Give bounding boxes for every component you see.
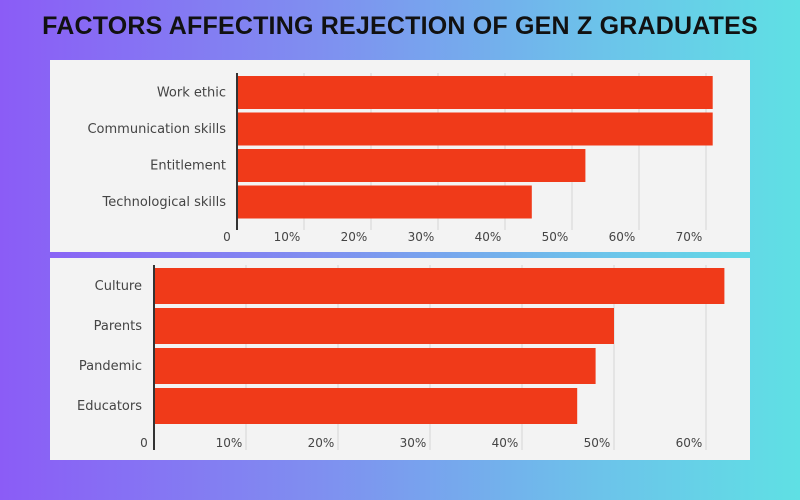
- category-label: Technological skills: [101, 195, 226, 210]
- x-tick-label: 10%: [216, 436, 243, 450]
- chart-title: FACTORS AFFECTING REJECTION OF GEN Z GRA…: [42, 12, 758, 40]
- category-label: Culture: [95, 279, 142, 294]
- x-tick-label: 60%: [609, 230, 636, 244]
- x-tick-label: 60%: [676, 436, 703, 450]
- bar-parents: [154, 308, 614, 344]
- chart-skills: Work ethic Communication skills Entitlemen…: [87, 73, 713, 244]
- bar-culture: [154, 268, 725, 304]
- x-tick-label: 70%: [676, 230, 703, 244]
- x-tick-label: 0: [140, 436, 148, 450]
- bar-technological-skills: [237, 185, 532, 219]
- x-tick-label: 0: [223, 230, 231, 244]
- chart-panel-external: Culture Parents Pandemic Educators 0 10% 20% 30…: [50, 258, 750, 460]
- category-label: Educators: [77, 399, 142, 414]
- bar-entitlement: [237, 149, 586, 182]
- x-tick-label: 40%: [492, 436, 519, 450]
- x-tick-label: 10%: [274, 230, 301, 244]
- bar-educators: [154, 388, 578, 424]
- category-label: Parents: [94, 319, 143, 334]
- x-tick-label: 30%: [408, 230, 435, 244]
- category-label: Work ethic: [157, 86, 226, 101]
- x-tick-label: 50%: [542, 230, 569, 244]
- x-tick-label: 50%: [584, 436, 611, 450]
- x-tick-label: 20%: [308, 436, 335, 450]
- category-label: Pandemic: [79, 359, 142, 374]
- category-label: Entitlement: [150, 159, 226, 174]
- bar-communication-skills: [237, 112, 713, 146]
- bar-pandemic: [154, 348, 596, 384]
- x-tick-label: 30%: [400, 436, 427, 450]
- x-tick-label: 20%: [341, 230, 368, 244]
- x-tick-label: 40%: [475, 230, 502, 244]
- bar-work-ethic: [237, 76, 713, 109]
- chart-panel-skills: Work ethic Communication skills Entitlemen…: [50, 60, 750, 252]
- category-label: Communication skills: [87, 122, 226, 137]
- chart-external: Culture Parents Pandemic Educators 0 10% 20% 30…: [77, 265, 725, 450]
